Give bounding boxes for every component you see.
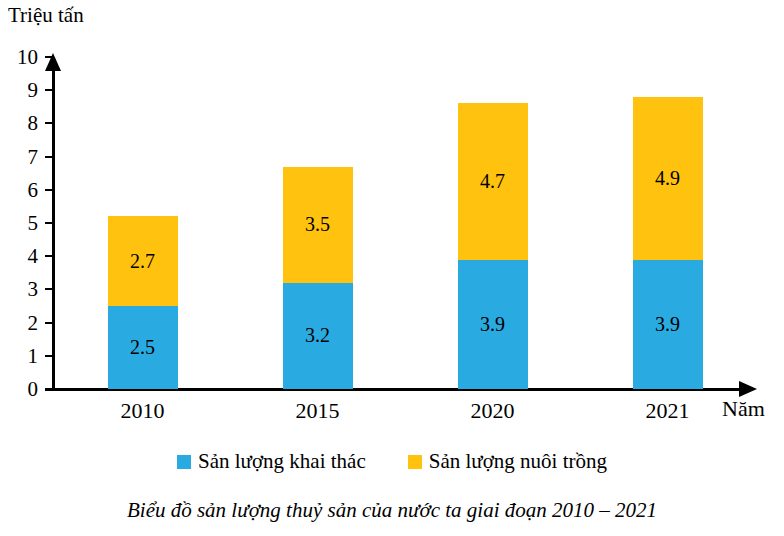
bar-segment-2015-series0: 3.2: [283, 283, 353, 389]
bar-value-label: 3.9: [480, 313, 505, 336]
bar-value-label: 2.5: [130, 336, 155, 359]
bar-segment-2020-series1: 4.7: [458, 103, 528, 259]
legend-label-khai-thac: Sản lượng khai thác: [198, 449, 366, 474]
legend-swatch-khai-thac-icon: [177, 455, 191, 469]
y-axis-tick: [45, 355, 53, 357]
y-axis-tick-label: 0: [0, 377, 38, 401]
bar-segment-2010-series1: 2.7: [108, 216, 178, 306]
y-axis-line: [52, 58, 55, 390]
bar-value-label: 3.2: [305, 324, 330, 347]
bar-segment-2015-series1: 3.5: [283, 167, 353, 283]
bar-value-label: 2.7: [130, 250, 155, 273]
y-axis-tick-label: 1: [0, 344, 38, 368]
bar-segment-2020-series0: 3.9: [458, 260, 528, 389]
y-axis-tick-label: 7: [0, 145, 38, 169]
y-axis-tick: [45, 156, 53, 158]
legend-swatch-nuoi-trong-icon: [408, 455, 422, 469]
y-axis-tick: [45, 288, 53, 290]
y-axis-tick-label: 2: [0, 311, 38, 335]
legend-item-nuoi-trong: Sản lượng nuôi trồng: [408, 449, 607, 474]
y-axis-tick-label: 5: [0, 211, 38, 235]
x-axis-tick-label: 2020: [448, 398, 538, 424]
bar-segment-2021-series1: 4.9: [633, 97, 703, 260]
x-axis-arrow-icon: [739, 381, 757, 397]
y-axis-tick: [45, 322, 53, 324]
x-axis-tick-label: 2010: [98, 398, 188, 424]
chart-figure: Triệu tấn 0123456789102.52.720103.23.520…: [0, 0, 784, 536]
y-axis-tick-label: 9: [0, 78, 38, 102]
legend-label-nuoi-trong: Sản lượng nuôi trồng: [429, 449, 607, 474]
x-axis-title: Năm: [722, 396, 765, 422]
bar-segment-2010-series0: 2.5: [108, 306, 178, 389]
plot-area: 0 1 2 3 4 5 6 7 8 9 10 2.5 2.7 2010 3.2 3.5 2015 3.9 4.7 20…: [0, 0, 784, 440]
x-axis-tick-label: 2015: [273, 398, 363, 424]
y-axis-tick-label: 3: [0, 277, 38, 301]
legend: Sản lượng khai thác Sản lượng nuôi trồng: [0, 449, 784, 474]
y-axis-tick: [45, 255, 53, 257]
y-axis-tick: [45, 189, 53, 191]
bar-value-label: 4.7: [480, 170, 505, 193]
y-axis-tick: [45, 89, 53, 91]
legend-item-khai-thac: Sản lượng khai thác: [177, 449, 366, 474]
bar-value-label: 3.5: [305, 213, 330, 236]
y-axis-tick-label: 6: [0, 178, 38, 202]
x-axis-tick-label: 2021: [623, 398, 713, 424]
bar-value-label: 3.9: [655, 313, 680, 336]
y-axis-tick: [45, 122, 53, 124]
y-axis-tick: [45, 56, 53, 58]
y-axis-tick: [45, 222, 53, 224]
y-axis-tick-label: 8: [0, 111, 38, 135]
bar-segment-2021-series0: 3.9: [633, 260, 703, 389]
y-axis-tick-label: 4: [0, 244, 38, 268]
chart-caption: Biểu đồ sản lượng thuỷ sản của nước ta g…: [0, 498, 784, 523]
y-axis-tick: [45, 388, 53, 390]
y-axis-tick-label: 10: [0, 45, 38, 69]
bar-value-label: 4.9: [655, 167, 680, 190]
